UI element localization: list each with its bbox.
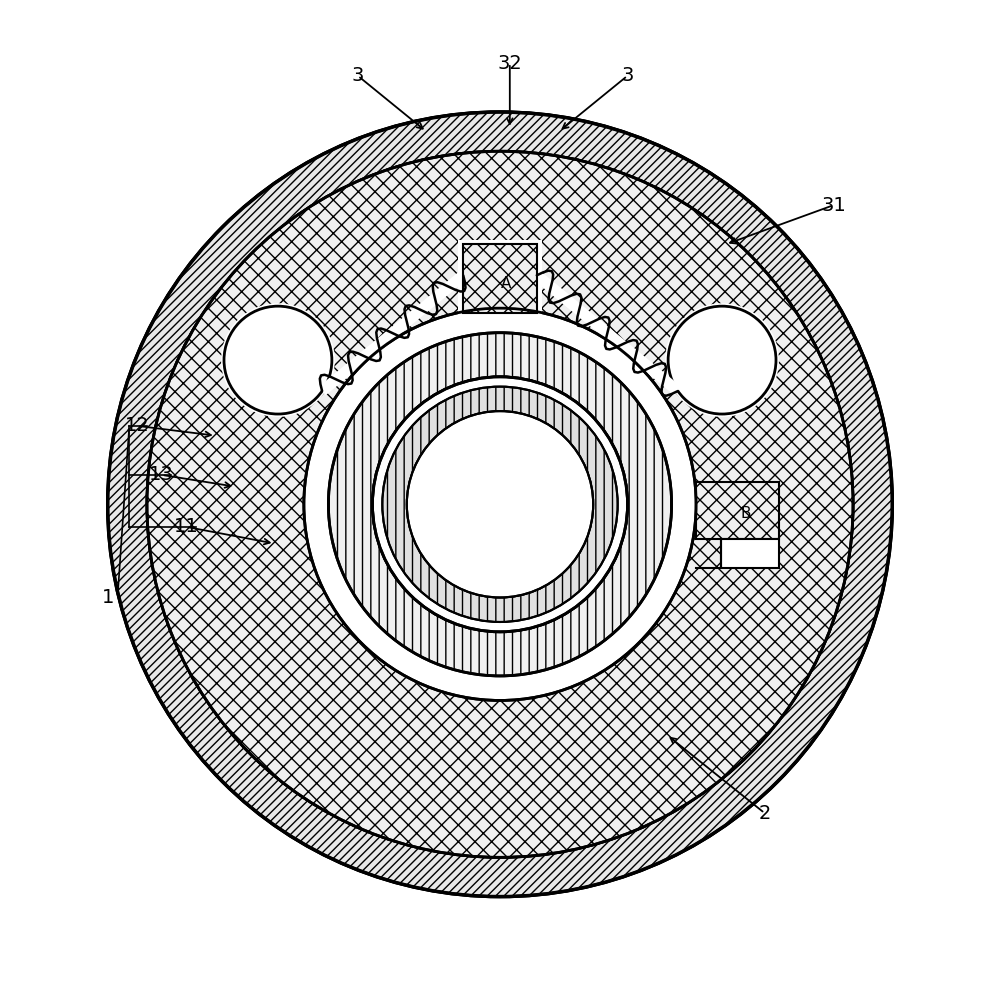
- Circle shape: [668, 307, 776, 414]
- Wedge shape: [108, 112, 892, 897]
- Circle shape: [407, 411, 593, 597]
- Bar: [463, 244, 537, 314]
- Text: 3: 3: [621, 66, 634, 85]
- Text: 11: 11: [174, 517, 199, 536]
- Bar: [696, 482, 779, 539]
- Circle shape: [221, 304, 335, 417]
- Text: 13: 13: [149, 466, 174, 485]
- Bar: [696, 482, 779, 539]
- Text: 32: 32: [497, 53, 522, 72]
- Circle shape: [224, 307, 332, 414]
- Text: 31: 31: [821, 196, 846, 215]
- Text: B: B: [741, 505, 751, 520]
- Circle shape: [665, 304, 779, 417]
- Text: A: A: [501, 276, 511, 291]
- Circle shape: [108, 112, 892, 897]
- Text: 12: 12: [125, 416, 150, 435]
- Text: 1: 1: [102, 588, 114, 607]
- Wedge shape: [328, 332, 672, 675]
- Text: 3: 3: [352, 66, 364, 85]
- Wedge shape: [382, 387, 618, 622]
- Text: 2: 2: [759, 804, 771, 823]
- Wedge shape: [147, 151, 853, 857]
- Bar: [721, 539, 779, 568]
- Bar: [458, 239, 542, 318]
- Circle shape: [373, 377, 627, 632]
